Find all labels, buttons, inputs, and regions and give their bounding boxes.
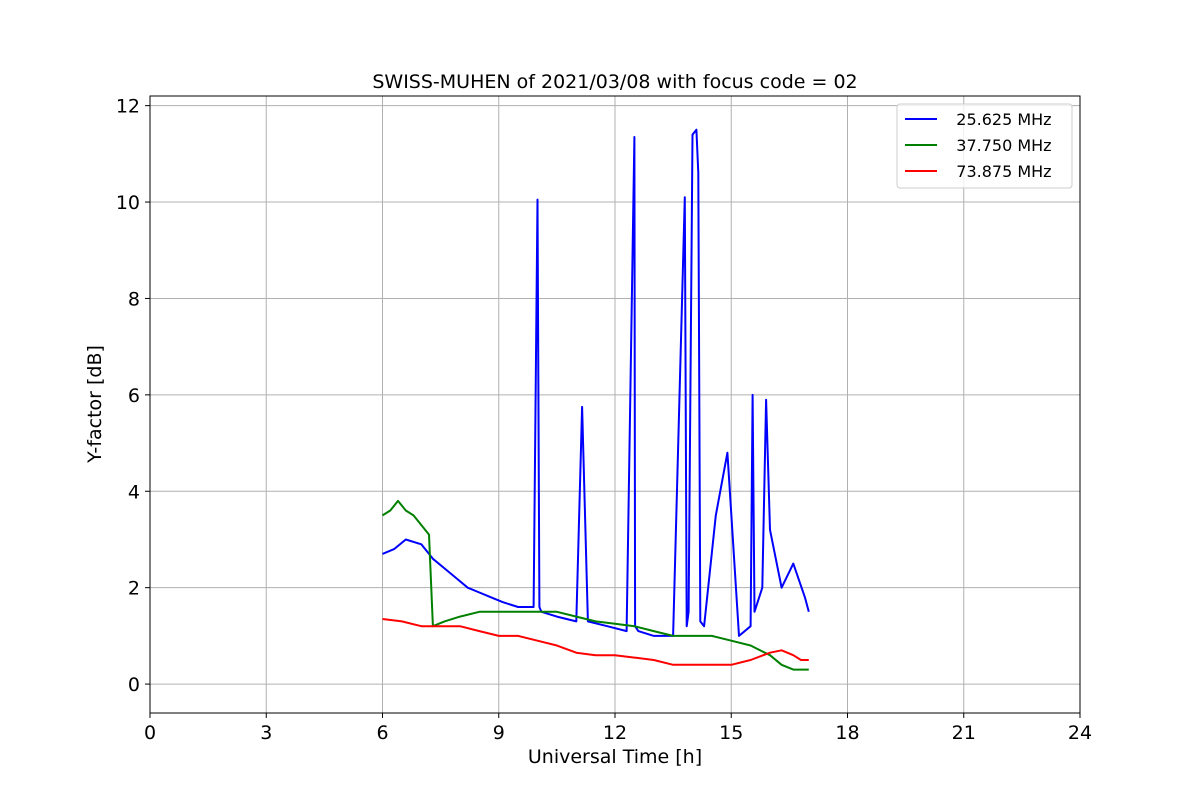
x-tick-label: 18: [835, 722, 859, 744]
legend-label: 73.875 MHz: [941, 162, 1052, 181]
series-line-2: [381, 499, 809, 671]
x-tick-label: 21: [952, 722, 976, 744]
series-line-3: [382, 618, 809, 666]
series-line-1: [382, 128, 810, 637]
x-axis-label: Universal Time [h]: [528, 746, 702, 768]
y-tick-label: 2: [128, 578, 140, 600]
x-tick-label: 24: [1068, 722, 1092, 744]
y-tick-label: 8: [128, 288, 140, 310]
legend-box: [896, 103, 1073, 189]
y-tick-label: 10: [116, 192, 140, 214]
x-tick-label: 3: [260, 722, 272, 744]
legend: 25.625 MHz 37.750 MHz 73.875 MHz: [896, 103, 1073, 189]
y-tick-label: 6: [128, 385, 140, 407]
x-tick-label: 9: [493, 722, 505, 744]
x-tick-label: 0: [144, 722, 156, 744]
chart-title: SWISS-MUHEN of 2021/03/08 with focus cod…: [372, 71, 857, 93]
x-tick-label: 12: [603, 722, 627, 744]
legend-label: 25.625 MHz: [941, 110, 1052, 129]
legend-label: 37.750 MHz: [941, 136, 1052, 155]
y-axis-label: Y-factor [dB]: [84, 345, 106, 464]
x-tick-label: 15: [719, 722, 743, 744]
y-tick-label: 12: [116, 96, 140, 118]
y-tick-label: 0: [128, 674, 140, 696]
x-tick-label: 6: [376, 722, 388, 744]
series-lines: [381, 128, 810, 671]
y-tick-label: 4: [128, 481, 140, 503]
